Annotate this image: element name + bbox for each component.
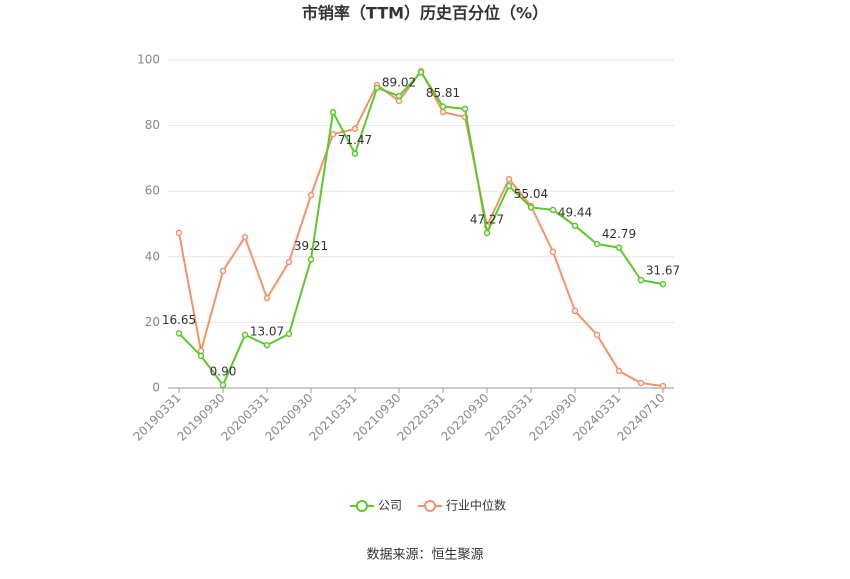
data-point (549, 248, 557, 256)
legend-swatch (424, 500, 436, 512)
source-note: 数据来源：恒生聚源 (366, 548, 483, 563)
chart-title: 市销率（TTM）历史百分位（%） (302, 4, 548, 23)
data-point (659, 280, 667, 288)
data-point (175, 330, 183, 337)
y-tick-label: 100 (137, 53, 160, 67)
data-point (505, 182, 513, 190)
data-point (263, 294, 271, 302)
data-point (351, 150, 359, 157)
y-tick-label: 20 (145, 315, 160, 329)
data-point (285, 258, 293, 266)
data-point (263, 341, 271, 349)
data-point (351, 125, 359, 133)
data-label: 71.47 (338, 133, 372, 147)
data-label: 49.44 (558, 205, 592, 219)
data-label: 55.04 (514, 187, 548, 201)
x-tick-label: 20240710 (615, 391, 668, 444)
legend-label[interactable]: 行业中位数 (446, 498, 506, 513)
data-label: 0.90 (210, 365, 237, 379)
data-point (439, 108, 447, 116)
data-point (571, 307, 579, 315)
data-label: 89.02 (382, 76, 416, 90)
data-point (329, 130, 337, 138)
data-point (417, 68, 425, 76)
y-tick-label: 80 (145, 118, 160, 132)
data-point (219, 267, 227, 275)
data-point (637, 276, 645, 284)
data-point (395, 92, 403, 100)
data-point (439, 103, 447, 110)
data-point (593, 331, 601, 339)
data-point (307, 191, 315, 199)
data-label: 31.67 (646, 264, 680, 278)
data-point (659, 382, 667, 390)
data-point (241, 331, 249, 339)
data-point (197, 352, 205, 360)
y-tick-label: 40 (145, 249, 160, 263)
data-point (549, 206, 557, 214)
data-label: 42.79 (602, 227, 636, 241)
data-label: 47.27 (470, 212, 504, 226)
legend-label[interactable]: 公司 (378, 499, 402, 513)
data-label: 39.21 (294, 239, 328, 253)
data-point (637, 379, 645, 387)
legend-swatch (356, 500, 368, 512)
data-point (483, 229, 491, 237)
data-point (615, 244, 623, 251)
data-point (593, 240, 601, 248)
data-label: 16.65 (162, 313, 196, 327)
data-point (615, 367, 623, 375)
data-point (527, 204, 535, 211)
data-point (175, 229, 183, 237)
data-point (307, 256, 315, 263)
data-label: 85.81 (426, 86, 460, 100)
y-tick-label: 0 (152, 381, 160, 395)
data-point (505, 175, 513, 183)
data-point (285, 330, 293, 338)
data-point (241, 233, 249, 241)
data-point (329, 108, 337, 116)
y-tick-label: 60 (145, 184, 160, 198)
data-point (373, 84, 381, 92)
data-label: 13.07 (250, 325, 284, 339)
data-point (219, 381, 227, 389)
data-point (571, 222, 579, 230)
data-point (461, 105, 469, 113)
